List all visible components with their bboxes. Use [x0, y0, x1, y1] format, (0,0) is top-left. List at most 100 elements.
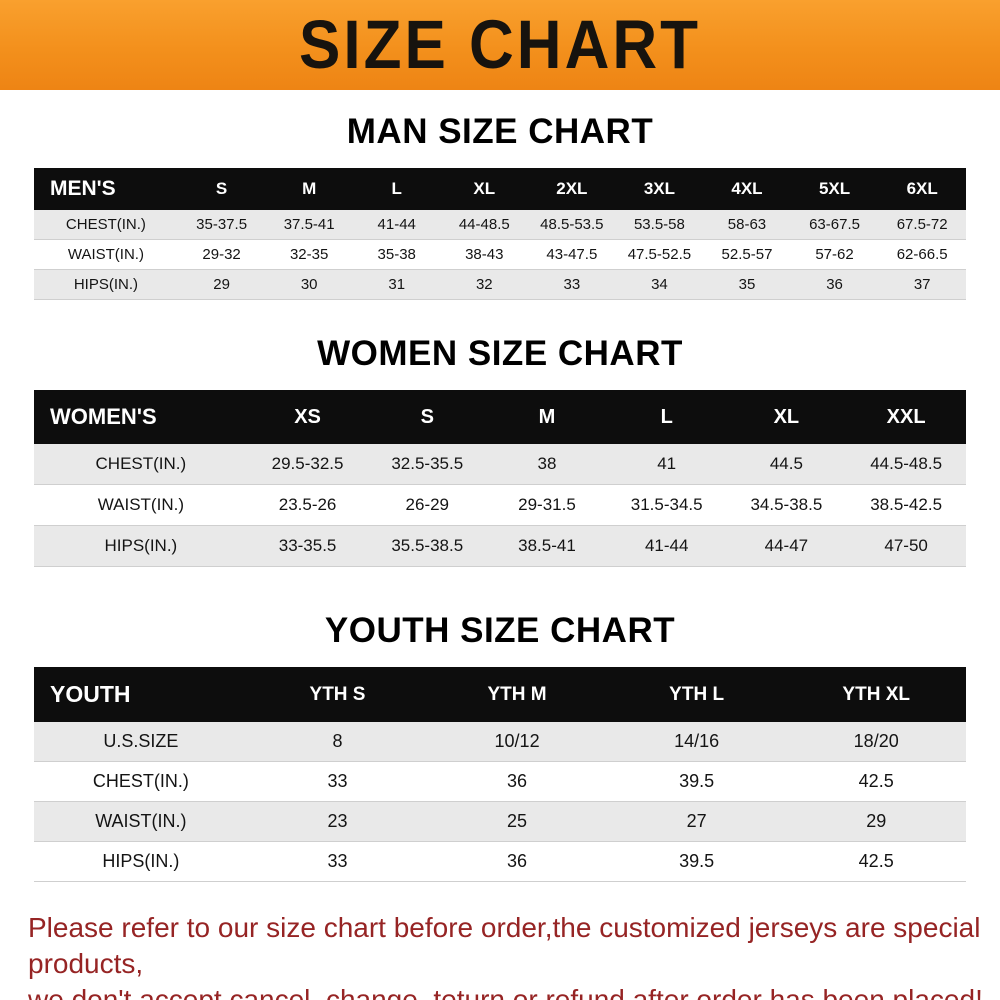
size-value: 52.5-57 — [721, 246, 773, 263]
women-size-section: WOMEN SIZE CHART WOMEN'S XS S M L XL XXL CHEST(… — [0, 334, 1000, 567]
size-value: 35-38 — [377, 246, 416, 263]
size-value: 32.5-35.5 — [391, 454, 464, 473]
size-value: 38 — [537, 454, 557, 473]
size-value: 38.5-41 — [518, 536, 576, 555]
size-value: 29 — [866, 811, 887, 831]
size-column-header: 6XL — [878, 168, 966, 210]
size-column-header: M — [265, 168, 353, 210]
youth-size-table: YOUTH YTH S YTH M YTH L YTH XL U.S.SIZE 8 10/12… — [34, 667, 966, 882]
size-value: 18/20 — [853, 731, 899, 751]
table-header-row: MEN'S S M L XL 2XL 3XL 4XL 5XL 6XL — [34, 168, 966, 210]
size-value: 35-37.5 — [196, 216, 248, 233]
size-value: 62-66.5 — [896, 246, 948, 263]
men-size-section: MAN SIZE CHART MEN'S S M L XL 2XL 3XL 4XL 5XL 6XL… — [0, 112, 1000, 300]
table-header-row: WOMEN'S XS S M L XL XXL — [34, 390, 966, 444]
size-column-header: L — [352, 168, 441, 210]
size-value: 41-44 — [644, 536, 689, 555]
table-row: WAIST(IN.) 23 25 27 29 — [34, 801, 966, 842]
size-column-header: YTH XL — [786, 667, 966, 722]
table-corner-label: WOMEN'S — [34, 390, 248, 444]
measurement-row-label: WAIST(IN.) — [95, 811, 187, 831]
women-section-heading: WOMEN SIZE CHART — [317, 334, 683, 373]
size-value: 43-47.5 — [546, 246, 598, 263]
table-row: CHEST(IN.) 35-37.5 37.5-41 41-44 44-48.5 48.5… — [34, 210, 966, 240]
size-value: 57-62 — [815, 246, 854, 263]
size-value: 33-35.5 — [278, 536, 337, 555]
table-corner-label: YOUTH — [34, 667, 248, 722]
size-value: 53.5-58 — [633, 216, 685, 233]
size-value: 34 — [651, 276, 668, 293]
size-value: 48.5-53.5 — [540, 216, 604, 233]
size-column-header: 2XL — [528, 168, 616, 210]
size-value: 33 — [563, 276, 581, 293]
size-value: 37 — [913, 276, 931, 293]
size-column-header: XL — [440, 168, 529, 210]
table-row: CHEST(IN.) 29.5-32.5 32.5-35.5 38 41 44.5 44.5… — [34, 444, 966, 485]
size-value: 36 — [507, 851, 528, 871]
size-value: 27 — [686, 811, 707, 831]
size-value: 26-29 — [405, 495, 450, 514]
footer-note: Please refer to our size chart before or… — [28, 910, 1000, 1000]
size-value: 35 — [738, 276, 756, 293]
size-column-header: S — [367, 390, 488, 444]
table-header-row: YOUTH YTH S YTH M YTH L YTH XL — [34, 667, 966, 722]
size-column-header: XL — [726, 390, 847, 444]
size-column-header: 3XL — [615, 168, 704, 210]
size-value: 36 — [507, 771, 528, 791]
size-value: 29-32 — [202, 246, 241, 263]
size-value: 38-43 — [465, 246, 504, 263]
measurement-row-label: CHEST(IN.) — [65, 216, 146, 233]
footer-note-line: Please refer to our size chart before or… — [28, 912, 981, 979]
size-value: 35.5-38.5 — [391, 536, 464, 555]
size-value: 29.5-32.5 — [271, 454, 344, 473]
size-value: 10/12 — [494, 731, 540, 751]
size-value: 14/16 — [674, 731, 720, 751]
size-value: 25 — [507, 811, 528, 831]
size-value: 33 — [327, 851, 348, 871]
size-value: 32-35 — [289, 246, 329, 263]
measurement-row-label: CHEST(IN.) — [92, 771, 189, 791]
size-value: 8 — [332, 731, 343, 751]
table-row: CHEST(IN.) 33 36 39.5 42.5 — [34, 761, 966, 802]
size-column-header: 5XL — [790, 168, 879, 210]
size-value: 47-50 — [884, 536, 928, 555]
size-column-header: 4XL — [703, 168, 791, 210]
size-value: 31.5-34.5 — [630, 495, 703, 514]
size-value: 38.5-42.5 — [870, 495, 943, 514]
title-banner: SIZE CHART — [0, 0, 1000, 90]
size-value: 44.5-48.5 — [870, 454, 943, 473]
measurement-row-label: CHEST(IN.) — [95, 454, 187, 473]
size-value: 44.5 — [769, 454, 803, 473]
table-row: WAIST(IN.) 23.5-26 26-29 29-31.5 31.5-34.5 34… — [34, 484, 966, 526]
measurement-row-label: WAIST(IN.) — [97, 495, 184, 514]
size-value: 47.5-52.5 — [627, 246, 692, 263]
size-value: 34.5-38.5 — [750, 495, 823, 514]
size-value: 36 — [826, 276, 843, 293]
table-row: HIPS(IN.) 33-35.5 35.5-38.5 38.5-41 41-44 44-… — [34, 525, 966, 567]
table-row: WAIST(IN.) 29-32 32-35 35-38 38-43 43-47.5 47.… — [34, 239, 966, 270]
table-corner-label: MEN'S — [34, 168, 178, 210]
measurement-row-label: HIPS(IN.) — [102, 851, 180, 871]
men-section-heading: MAN SIZE CHART — [346, 112, 654, 151]
size-value: 42.5 — [858, 851, 894, 871]
page-title: SIZE CHART — [299, 7, 701, 83]
size-column-header: S — [177, 168, 266, 210]
size-column-header: YTH S — [247, 667, 428, 722]
size-value: 42.5 — [858, 771, 894, 791]
table-row: U.S.SIZE 8 10/12 14/16 18/20 — [34, 722, 966, 762]
size-value: 58-63 — [727, 216, 767, 233]
size-value: 39.5 — [679, 771, 715, 791]
size-value: 29-31.5 — [518, 495, 576, 514]
measurement-row-label: U.S.SIZE — [103, 731, 179, 751]
size-value: 39.5 — [679, 851, 715, 871]
size-column-header: M — [487, 390, 607, 444]
women-size-table: WOMEN'S XS S M L XL XXL CHEST(IN.) 29.5-32.5 32.5… — [34, 390, 966, 567]
size-value: 44-47 — [764, 536, 809, 555]
size-value: 23 — [327, 811, 348, 831]
size-value: 32 — [475, 276, 493, 293]
size-value: 67.5-72 — [896, 216, 948, 233]
size-value: 41-44 — [377, 216, 416, 233]
measurement-row-label: HIPS(IN.) — [73, 276, 138, 293]
size-value: 30 — [300, 276, 318, 293]
